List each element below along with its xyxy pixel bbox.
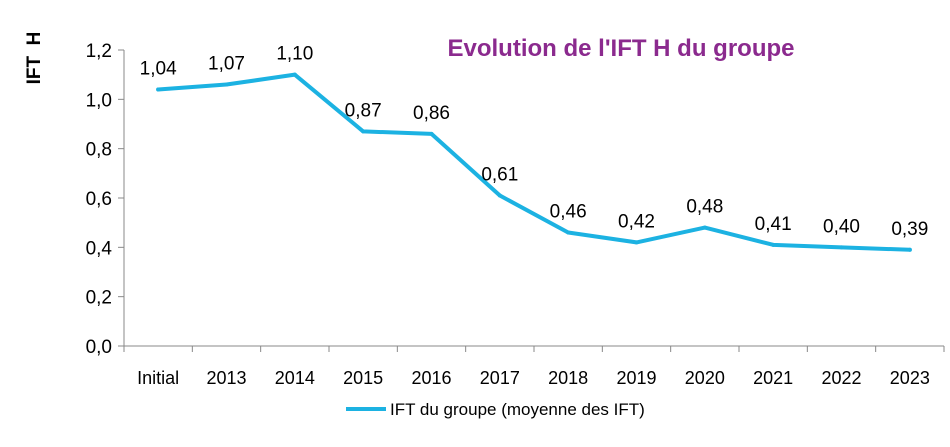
data-label: 1,07 <box>208 54 245 75</box>
series-layer <box>156 72 912 252</box>
data-point <box>224 82 229 87</box>
x-tick-label: 2016 <box>411 368 451 388</box>
data-point <box>156 87 161 92</box>
data-point <box>292 72 297 77</box>
x-tick-label: 2022 <box>821 368 861 388</box>
data-point <box>771 242 776 247</box>
data-label: 1,04 <box>140 58 177 79</box>
data-label: 0,48 <box>686 197 723 218</box>
x-tick-label: 2013 <box>206 368 246 388</box>
data-point <box>497 193 502 198</box>
data-point <box>839 245 844 250</box>
data-label: 0,39 <box>891 219 928 240</box>
y-axis-label: IFT H <box>24 32 45 85</box>
data-labels: 1,04 1,07 1,10 0,87 0,86 0,61 0,46 0,42 0,48 0,41… <box>140 44 929 240</box>
data-point <box>634 240 639 245</box>
data-point <box>907 247 912 252</box>
data-label: 0,87 <box>345 100 382 121</box>
data-label: 1,10 <box>276 44 313 65</box>
x-axis: Initial 2013 2014 2015 2016 2017 2018 2019 2020 2… <box>123 345 945 388</box>
data-label: 0,40 <box>823 216 860 237</box>
x-tick-label: 2023 <box>890 368 930 388</box>
data-point <box>566 230 571 235</box>
x-tick-label: 2014 <box>275 368 315 388</box>
data-label: 0,86 <box>413 103 450 124</box>
y-tick-label: 0,8 <box>86 140 112 161</box>
series-line <box>156 72 912 252</box>
x-tick-label: 2020 <box>685 368 725 388</box>
legend: IFT du groupe (moyenne des IFT) <box>346 400 645 419</box>
y-tick-label: 0,0 <box>86 337 112 358</box>
x-tick-label: 2017 <box>480 368 520 388</box>
y-tick-label: 1,2 <box>86 41 112 62</box>
chart-title: Evolution de l'IFT H du groupe <box>447 35 794 62</box>
y-tick-label: 0,2 <box>86 288 112 309</box>
y-tick-label: 0,4 <box>86 238 113 259</box>
x-tick-label: 2018 <box>548 368 588 388</box>
data-point <box>702 225 707 230</box>
data-point <box>429 131 434 136</box>
x-tick-label: Initial <box>137 368 179 388</box>
y-tick-label: 0,6 <box>86 189 112 210</box>
data-label: 0,41 <box>755 214 792 235</box>
legend-label: IFT du groupe (moyenne des IFT) <box>390 400 645 419</box>
data-label: 0,46 <box>550 202 587 223</box>
y-axis: 0,0 0,2 0,4 0,6 0,8 1,0 1,2 <box>86 41 125 358</box>
y-tick-label: 1,0 <box>86 90 112 111</box>
x-tick-label: 2019 <box>616 368 656 388</box>
data-label: 0,61 <box>481 165 518 186</box>
data-point <box>361 129 366 134</box>
data-label: 0,42 <box>618 211 655 232</box>
x-tick-label: 2021 <box>753 368 793 388</box>
x-tick-label: 2015 <box>343 368 383 388</box>
